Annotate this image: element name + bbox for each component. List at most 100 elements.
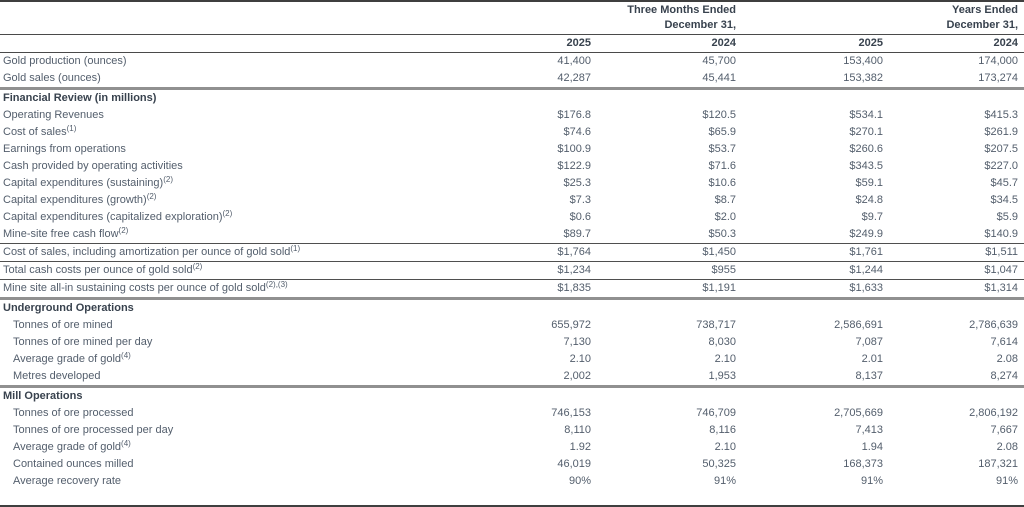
- section-label: Mill Operations: [3, 389, 83, 402]
- table-row: Tonnes of ore mined per day 7,130 8,030 7,0…: [0, 334, 1024, 351]
- footnote-superscript: (2): [163, 174, 173, 184]
- table-row: Capital expenditures (capitalized explor…: [0, 209, 1024, 226]
- cell-value: 2,786,639: [969, 318, 1019, 331]
- years-ended-header: Years Ended December 31,: [742, 2, 1024, 35]
- cell-value: $1,314: [984, 281, 1019, 294]
- empty-header-cell: [0, 2, 450, 35]
- cell-value: $227.0: [984, 159, 1019, 172]
- cell-value: 46,019: [557, 457, 591, 470]
- row-label: Gold sales (ounces): [3, 71, 101, 84]
- cell-value: 1.94: [861, 440, 883, 453]
- cell-value: $7.3: [569, 193, 591, 206]
- cell-value: $1,511: [985, 245, 1019, 258]
- cell-value: 45,700: [702, 54, 736, 67]
- period-header-line: Years Ended: [951, 3, 1019, 16]
- year-column-header: 2025: [450, 34, 597, 53]
- table-row: Tonnes of ore processed per day 8,110 8,11…: [0, 422, 1024, 439]
- row-label: Metres developed: [13, 369, 101, 382]
- year-header-row: 2025 2024 2025 2024: [0, 34, 1024, 53]
- cell-value: $34.5: [990, 193, 1019, 206]
- cell-value: 42,287: [557, 71, 591, 84]
- year-column-header: 2024: [889, 34, 1024, 53]
- cell-value: $24.8: [855, 193, 883, 206]
- year-column-header: 2024: [597, 34, 742, 53]
- table-row: Tonnes of ore mined 655,972 738,717 2,586,6…: [0, 317, 1024, 334]
- cell-value: $249.9: [849, 227, 883, 240]
- section-row: Mill Operations: [0, 386, 1024, 405]
- cell-value: $1,761: [849, 245, 883, 258]
- table-row: Earnings from operations $100.9 $53.7 $260.…: [0, 141, 1024, 158]
- row-label: Capital expenditures (growth)(2): [3, 191, 157, 206]
- row-label: Capital expenditures (sustaining)(2): [3, 174, 173, 189]
- footnote-superscript: (1): [66, 123, 77, 133]
- cell-value: $1,047: [984, 263, 1019, 276]
- cell-value: 2.10: [569, 352, 591, 365]
- cell-value: $1,450: [702, 245, 736, 258]
- cell-value: $1,234: [557, 263, 591, 276]
- cell-value: 7,087: [855, 335, 883, 348]
- row-label: Mine-site free cash flow(2): [3, 225, 129, 240]
- cell-value: 7,614: [990, 335, 1019, 348]
- results-table: Three Months Ended December 31, Years En…: [0, 2, 1024, 490]
- cell-value: $2.0: [714, 210, 736, 223]
- cell-value: 2.01: [861, 352, 883, 365]
- cell-value: $1,633: [849, 281, 883, 294]
- table-row: Cost of sales, including amortization pe…: [0, 243, 1024, 261]
- cell-value: $50.3: [708, 227, 736, 240]
- table-row: Capital expenditures (growth)(2) $7.3 $8.7…: [0, 192, 1024, 209]
- row-label: Tonnes of ore mined: [13, 318, 113, 331]
- cell-value: 174,000: [978, 54, 1019, 67]
- row-label: Capital expenditures (capitalized explor…: [3, 208, 233, 223]
- row-label: Average recovery rate: [13, 474, 122, 487]
- cell-value: 8,116: [709, 423, 736, 436]
- footnote-superscript: (2): [146, 191, 157, 201]
- cell-value: $207.5: [984, 142, 1019, 155]
- cell-value: $100.9: [557, 142, 591, 155]
- table-row: Cost of sales(1) $74.6 $65.9 $270.1 $261.9: [0, 124, 1024, 141]
- cell-value: 7,130: [563, 335, 591, 348]
- cell-value: $415.3: [984, 108, 1019, 121]
- row-label: Contained ounces milled: [13, 457, 134, 470]
- cell-value: $176.8: [557, 108, 591, 121]
- table-row: Mine-site free cash flow(2) $89.7 $50.3 $24…: [0, 226, 1024, 244]
- footnote-superscript: (2): [222, 208, 233, 218]
- cell-value: $59.1: [855, 176, 883, 189]
- cell-value: $261.9: [984, 125, 1019, 138]
- cell-value: $140.9: [984, 227, 1019, 240]
- row-label: Cost of sales, including amortization pe…: [3, 243, 301, 258]
- cell-value: 8,274: [990, 369, 1019, 382]
- cell-value: 8,030: [708, 335, 736, 348]
- table-row: Gold sales (ounces) 42,287 45,441 153,382 17…: [0, 70, 1024, 89]
- cell-value: 2,806,192: [969, 406, 1019, 419]
- period-header-line: December 31,: [946, 18, 1019, 31]
- cell-value: 738,717: [696, 318, 736, 331]
- table-row: Tonnes of ore processed 746,153 746,709 2,7…: [0, 405, 1024, 422]
- cell-value: $1,764: [557, 245, 591, 258]
- row-label: Tonnes of ore processed per day: [13, 423, 174, 436]
- cell-value: 2.10: [714, 352, 736, 365]
- year-column-header: 2025: [742, 34, 889, 53]
- table-row: Average recovery rate 90% 91% 91% 91%: [0, 473, 1024, 490]
- row-label: Average grade of gold(4): [13, 350, 131, 365]
- table-row: Capital expenditures (sustaining)(2) $25.…: [0, 175, 1024, 192]
- cell-value: 7,667: [990, 423, 1019, 436]
- cell-value: $270.1: [849, 125, 883, 138]
- cell-value: $120.5: [702, 108, 736, 121]
- cell-value: 1,953: [708, 369, 736, 382]
- cell-value: 1.92: [569, 440, 591, 453]
- cell-value: 655,972: [551, 318, 591, 331]
- cell-value: 45,441: [702, 71, 736, 84]
- table-row: Total cash costs per ounce of gold sold(…: [0, 261, 1024, 279]
- table-row: Operating Revenues $176.8 $120.5 $534.1 $415…: [0, 107, 1024, 124]
- cell-value: $45.7: [990, 176, 1019, 189]
- footnote-superscript: (4): [121, 438, 131, 448]
- section-row: Underground Operations: [0, 298, 1024, 317]
- table-row: Average grade of gold(4) 2.10 2.10 2.01 2.08: [0, 351, 1024, 368]
- cell-value: $343.5: [849, 159, 883, 172]
- cell-value: $955: [711, 263, 736, 276]
- period-header-row: Three Months Ended December 31, Years En…: [0, 2, 1024, 35]
- cell-value: 41,400: [557, 54, 591, 67]
- cell-value: 2.08: [996, 352, 1019, 365]
- section-label: Financial Review (in millions): [3, 91, 157, 104]
- table-row: Gold production (ounces) 41,400 45,700 153,…: [0, 52, 1024, 70]
